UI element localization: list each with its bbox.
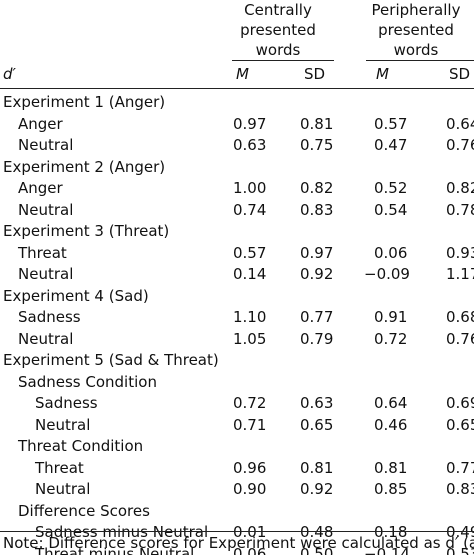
value-cell-cM: 0.06 bbox=[233, 544, 267, 555]
value-cell-pM: 0.18 bbox=[374, 523, 408, 541]
value-cell-pM: 0.46 bbox=[374, 415, 408, 434]
value-cell-cM: 0.57 bbox=[233, 243, 267, 262]
value-cell-cSD: 0.79 bbox=[300, 329, 334, 348]
value-cell-cM: 1.05 bbox=[233, 329, 267, 348]
peripheral-sd-header: SD bbox=[449, 65, 471, 83]
value-cell-cSD: 0.63 bbox=[300, 394, 334, 412]
value-cell-pSD: 0.76 bbox=[446, 136, 474, 154]
value-cell-cSD: 0.77 bbox=[300, 308, 334, 326]
value-cell-cSD: 0.92 bbox=[300, 265, 334, 283]
value-cell-cM: 0.96 bbox=[233, 458, 267, 477]
value-cell-pM: 0.52 bbox=[374, 179, 408, 197]
peripheral-column-header: Peripherally presented words bbox=[356, 0, 474, 60]
value-cell-cM: 0.63 bbox=[233, 136, 267, 154]
row-label: Experiment 2 (Anger) bbox=[3, 157, 166, 176]
row-label: Threat bbox=[18, 243, 67, 262]
value-cell-pM: 0.06 bbox=[374, 243, 408, 262]
peripheral-header-line-3: words bbox=[393, 41, 439, 59]
value-cell-cM: 0.97 bbox=[233, 114, 267, 133]
value-cell-pSD: 0.65 bbox=[446, 415, 474, 434]
value-cell-pM: 0.64 bbox=[374, 394, 408, 412]
table-bottom-rule bbox=[0, 531, 474, 532]
row-label: Sadness Condition bbox=[18, 372, 157, 391]
row-label: Anger bbox=[18, 114, 63, 133]
value-cell-pM: 0.91 bbox=[374, 308, 408, 326]
peripheral-header-rule bbox=[366, 60, 474, 61]
value-cell-pM: 0.47 bbox=[374, 136, 408, 154]
value-cell-cM: 0.14 bbox=[233, 265, 267, 283]
row-label: Threat bbox=[35, 458, 84, 477]
value-cell-cM: 0.01 bbox=[233, 523, 267, 541]
peripheral-m-header: M bbox=[376, 65, 389, 83]
central-header-line-1: Centrally bbox=[244, 1, 312, 19]
value-cell-cM: 0.90 bbox=[233, 480, 267, 498]
value-cell-cSD: 0.82 bbox=[300, 179, 334, 197]
value-cell-pSD: 0.83 bbox=[446, 480, 474, 498]
row-label: Experiment 3 (Threat) bbox=[3, 222, 170, 240]
row-label: Sadness bbox=[18, 308, 81, 326]
value-cell-cM: 0.71 bbox=[233, 415, 267, 434]
value-cell-pM: −0.14 bbox=[364, 544, 410, 555]
row-label: Sadness bbox=[35, 394, 98, 412]
row-label: Difference Scores bbox=[18, 501, 150, 520]
row-label: Neutral bbox=[18, 265, 74, 283]
central-header-line-2: presented bbox=[240, 21, 316, 39]
value-cell-pSD: 0.77 bbox=[446, 458, 474, 477]
value-cell-cSD: 0.83 bbox=[300, 200, 334, 219]
value-cell-cM: 1.00 bbox=[233, 179, 267, 197]
row-label: Experiment 5 (Sad & Threat) bbox=[3, 351, 219, 369]
value-cell-pM: 0.57 bbox=[374, 114, 408, 133]
value-cell-pSD: 0.82 bbox=[446, 179, 474, 197]
value-cell-cSD: 0.81 bbox=[300, 458, 334, 477]
value-cell-pSD: 1.17 bbox=[446, 265, 474, 283]
central-column-header: Centrally presented words bbox=[222, 0, 334, 60]
value-cell-pM: −0.09 bbox=[364, 265, 410, 283]
value-cell-cSD: 0.97 bbox=[300, 243, 334, 262]
column-header-rule bbox=[0, 88, 474, 89]
value-cell-pSD: 0.64 bbox=[446, 114, 474, 133]
peripheral-header-line-1: Peripherally bbox=[371, 1, 461, 19]
value-cell-cSD: 0.65 bbox=[300, 415, 334, 434]
value-cell-cM: 0.74 bbox=[233, 200, 267, 219]
value-cell-cM: 1.10 bbox=[233, 308, 267, 326]
dprime-label: d′ bbox=[3, 65, 16, 83]
row-label: Neutral bbox=[18, 136, 74, 154]
central-header-line-3: words bbox=[255, 41, 301, 59]
row-label: Threat Condition bbox=[18, 437, 144, 455]
peripheral-header-line-2: presented bbox=[378, 21, 454, 39]
value-cell-cSD: 0.81 bbox=[300, 114, 334, 133]
value-cell-pM: 0.72 bbox=[374, 329, 408, 348]
table-note: Note: Difference scores for Experiment w… bbox=[3, 534, 474, 552]
row-label: Neutral bbox=[35, 480, 91, 498]
value-cell-cM: 0.72 bbox=[233, 394, 267, 412]
value-cell-cSD: 0.75 bbox=[300, 136, 334, 154]
row-label: Experiment 4 (Sad) bbox=[3, 286, 149, 305]
value-cell-cSD: 0.48 bbox=[300, 523, 334, 541]
value-cell-pM: 0.81 bbox=[374, 458, 408, 477]
value-cell-pSD: 0.49 bbox=[446, 523, 474, 541]
value-cell-pSD: 0.93 bbox=[446, 243, 474, 262]
value-cell-pM: 0.54 bbox=[374, 200, 408, 219]
value-cell-pM: 0.85 bbox=[374, 480, 408, 498]
row-label: Sadness minus Neutral bbox=[35, 523, 209, 541]
row-label: Neutral bbox=[18, 200, 74, 219]
value-cell-pSD: 0.68 bbox=[446, 308, 474, 326]
value-cell-cSD: 0.92 bbox=[300, 480, 334, 498]
central-header-rule bbox=[232, 60, 334, 61]
row-label: Experiment 1 (Anger) bbox=[3, 93, 166, 111]
row-label: Neutral bbox=[18, 329, 74, 348]
row-label: Neutral bbox=[35, 415, 91, 434]
row-label: Threat minus Neutral bbox=[35, 544, 195, 555]
central-m-header: M bbox=[236, 65, 249, 83]
value-cell-pSD: 0.53 bbox=[446, 544, 474, 555]
row-label: Anger bbox=[18, 179, 63, 197]
central-sd-header: SD bbox=[304, 65, 326, 83]
value-cell-pSD: 0.78 bbox=[446, 200, 474, 219]
value-cell-cSD: 0.50 bbox=[300, 544, 334, 555]
value-cell-pSD: 0.76 bbox=[446, 329, 474, 348]
value-cell-pSD: 0.69 bbox=[446, 394, 474, 412]
